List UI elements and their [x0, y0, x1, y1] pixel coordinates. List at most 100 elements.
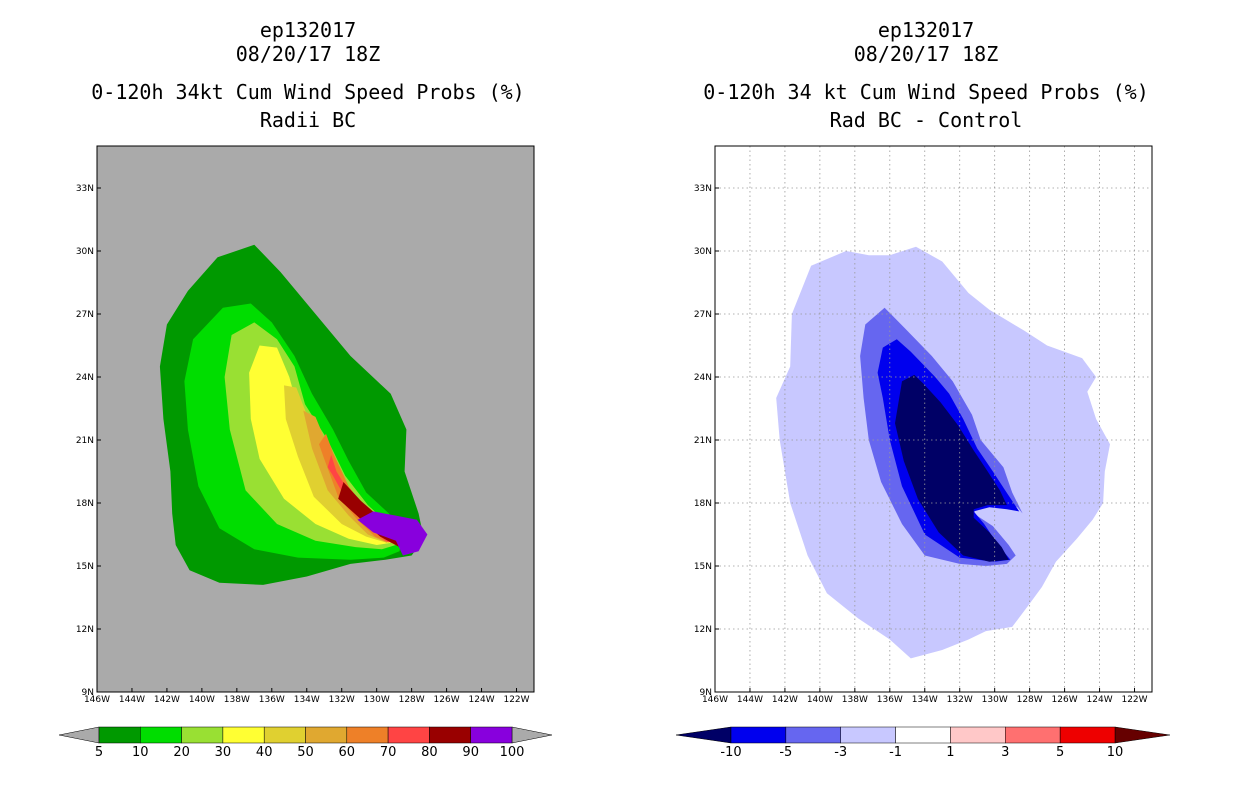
right-colorbar-label: -5 [779, 745, 792, 760]
right-colorbar-label: 10 [1107, 745, 1124, 760]
right-y-tick-label: 30N [694, 247, 712, 257]
right-y-tick-label: 24N [694, 373, 712, 383]
left-x-tick-label: 124W [469, 695, 495, 705]
right-x-tick-label: 144W [737, 695, 763, 705]
right-y-tick-label: 21N [694, 436, 712, 446]
left-colorbar-label: 40 [256, 745, 273, 760]
right-colorbar-label: 3 [1001, 745, 1009, 760]
left-colorbar: 5 10 20 30 40 50 60 70 80 90 100 [58, 726, 553, 760]
right-colorbar-label: 1 [946, 745, 954, 760]
left-x-tick-label: 132W [329, 695, 355, 705]
right-y-tick-label: 12N [694, 625, 712, 635]
right-colorbar-label: 5 [1056, 745, 1064, 760]
left-contour-90 [357, 511, 428, 556]
left-y-tick-label: 12N [76, 625, 94, 635]
right-colorbar: -10 -5 -3 -1 1 3 5 10 [675, 726, 1171, 760]
right-y-tick-label: 9N [700, 688, 712, 698]
left-case-id: ep132017 [259, 18, 357, 42]
left-x-tick-label: 126W [434, 695, 460, 705]
right-x-tick-label: 136W [877, 695, 903, 705]
left-chart-title: 0-120h 34kt Cum Wind Speed Probs (%) [91, 80, 525, 104]
right-colorbar-cell [1005, 726, 1061, 744]
left-y-tick-label: 21N [76, 436, 94, 446]
right-case-id: ep132017 [877, 18, 975, 42]
right-colorbar-low-end [675, 726, 732, 744]
left-colorbar-label: 100 [500, 745, 525, 760]
left-y-tick-label: 24N [76, 373, 94, 383]
right-colorbar-cell [785, 726, 841, 744]
right-x-tick-label: 140W [807, 695, 833, 705]
left-x-tick-label: 142W [154, 695, 180, 705]
right-x-tick-label: 130W [982, 695, 1008, 705]
right-y-tick-label: 33N [694, 184, 712, 194]
left-colorbar-label: 60 [339, 745, 356, 760]
left-colorbar-cell [98, 726, 141, 744]
left-chart-subtitle: Radii BC [259, 108, 357, 132]
left-colorbar-low-end [58, 726, 100, 744]
left-x-tick-label: 144W [119, 695, 145, 705]
right-map-frame [714, 145, 1153, 693]
right-y-tick-label: 27N [694, 310, 712, 320]
right-map: 146W 144W 142W 140W 138W 136W 134W 132W 130W 128W… [694, 145, 1153, 705]
right-x-tick-label: 138W [842, 695, 868, 705]
right-colorbar-cell [950, 726, 1006, 744]
right-x-tick-label: 124W [1087, 695, 1113, 705]
right-x-tick-label: 134W [912, 695, 938, 705]
left-colorbar-label: 30 [215, 745, 232, 760]
left-colorbar-cell [222, 726, 265, 744]
right-colorbar-label: -1 [889, 745, 902, 760]
left-y-tick-label: 15N [76, 562, 94, 572]
left-colorbar-cell [181, 726, 224, 744]
left-colorbar-cell [429, 726, 471, 744]
right-chart-subtitle: Rad BC - Control [829, 108, 1023, 132]
left-colorbar-label: 5 [95, 745, 103, 760]
left-colorbar-label: 70 [380, 745, 397, 760]
right-colorbar-cell [895, 726, 951, 744]
left-x-tick-label: 128W [399, 695, 425, 705]
right-y-tick-label: 15N [694, 562, 712, 572]
left-x-tick-label: 130W [364, 695, 390, 705]
right-x-tick-label: 132W [947, 695, 973, 705]
right-colorbar-label: -10 [720, 745, 741, 760]
right-y-tick-label: 18N [694, 499, 712, 509]
left-map-frame [96, 145, 535, 693]
left-colorbar-cell [346, 726, 389, 744]
right-panel-title: ep132017 08/20/17 18Z 0-120h 34 kt Cum W… [668, 18, 1184, 132]
left-y-tick-label: 33N [76, 184, 94, 194]
left-colorbar-label: 50 [297, 745, 314, 760]
left-contour-30 [249, 345, 391, 545]
left-colorbar-cell [387, 726, 430, 744]
left-y-tick-label: 27N [76, 310, 94, 320]
right-contours [715, 146, 1152, 692]
right-colorbar-high-end [1114, 726, 1171, 744]
right-x-tick-label: 146W [702, 695, 728, 705]
right-chart-title: 0-120h 34 kt Cum Wind Speed Probs (%) [703, 80, 1149, 104]
right-x-tick-label: 126W [1052, 695, 1078, 705]
left-x-tick-label: 136W [259, 695, 285, 705]
left-x-tick-label: 122W [503, 695, 529, 705]
left-colorbar-label: 10 [132, 745, 149, 760]
left-y-tick-label: 18N [76, 499, 94, 509]
left-colorbar-cell [263, 726, 306, 744]
right-colorbar-cell [730, 726, 787, 744]
left-colorbar-cell [140, 726, 182, 744]
left-colorbar-label: 20 [173, 745, 190, 760]
right-x-tick-label: 122W [1121, 695, 1147, 705]
left-x-tick-label: 134W [294, 695, 320, 705]
left-contours [159, 244, 428, 585]
left-colorbar-cell [305, 726, 348, 744]
left-colorbar-label: 80 [421, 745, 438, 760]
left-x-tick-label: 146W [84, 695, 110, 705]
left-datetime: 08/20/17 18Z [235, 42, 381, 66]
right-datetime: 08/20/17 18Z [853, 42, 999, 66]
left-colorbar-high-end [511, 726, 553, 744]
left-colorbar-cell [470, 726, 513, 744]
right-colorbar-cell [1059, 726, 1116, 744]
right-colorbar-cell [840, 726, 896, 744]
right-contour-minus10 [895, 374, 1009, 562]
left-map: 146W 144W 142W 140W 138W 136W 134W 132W 130W 128W… [76, 145, 535, 705]
left-panel-title: ep132017 08/20/17 18Z 0-120h 34kt Cum Wi… [50, 18, 566, 132]
right-x-tick-label: 142W [772, 695, 798, 705]
right-x-tick-label: 128W [1017, 695, 1043, 705]
